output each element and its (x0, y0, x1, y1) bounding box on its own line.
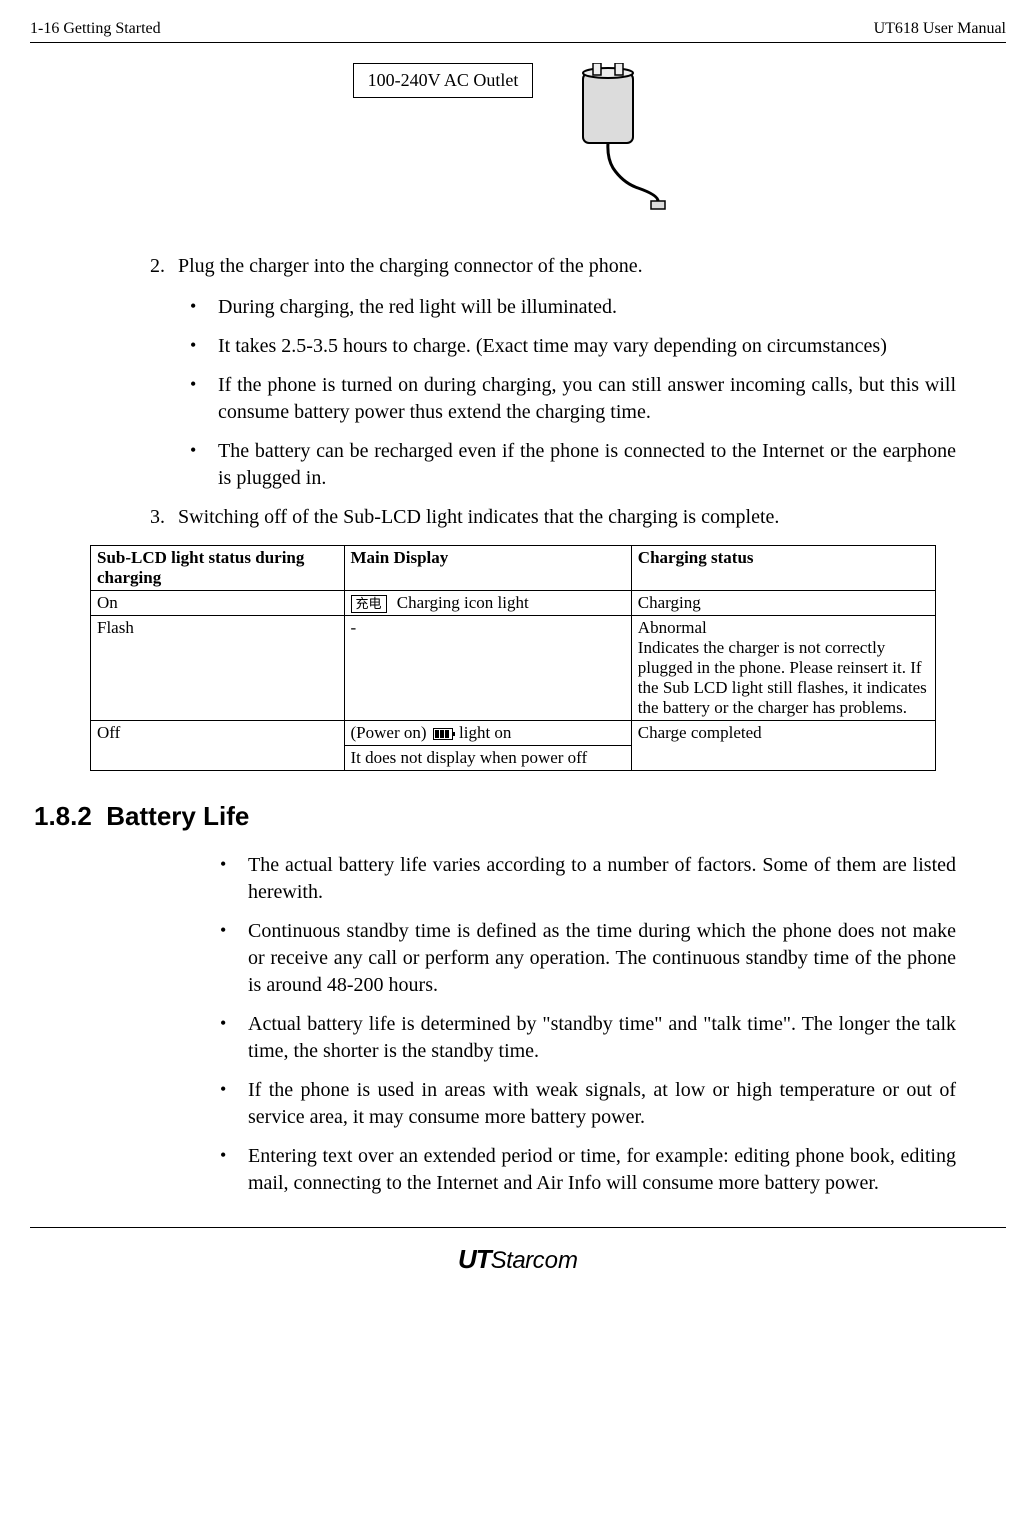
bullet-item: • During charging, the red light will be… (190, 294, 956, 321)
section-title: Battery Life (106, 801, 249, 831)
table-cell: Charge completed (631, 721, 935, 771)
list-item-2: 2. Plug the charger into the charging co… (150, 253, 956, 280)
footer-logo: UTStarcom (30, 1244, 1006, 1275)
bullet-text: Actual battery life is determined by "st… (248, 1011, 956, 1065)
bullet-icon: • (220, 918, 248, 999)
bullet-item: • Continuous standby time is defined as … (220, 918, 956, 999)
table-header: Main Display (344, 546, 631, 591)
bullet-text: Continuous standby time is defined as th… (248, 918, 956, 999)
table-header-row: Sub-LCD light status during charging Mai… (91, 546, 936, 591)
bullet-text: If the phone is turned on during chargin… (218, 372, 956, 426)
list-number: 3. (150, 504, 178, 531)
table-cell: Off (91, 721, 345, 771)
table-cell: (Power on) light on (344, 721, 631, 746)
list-number: 2. (150, 253, 178, 280)
table-cell: - (344, 616, 631, 721)
bullet-icon: • (220, 1011, 248, 1065)
charging-status-table: Sub-LCD light status during charging Mai… (90, 545, 936, 771)
outlet-label: 100-240V AC Outlet (353, 63, 534, 98)
charger-icon (563, 63, 683, 213)
page-header: 1-16 Getting Started UT618 User Manual (30, 20, 1006, 43)
step2-bullets: • During charging, the red light will be… (190, 294, 956, 492)
table-cell: On (91, 591, 345, 616)
list-text: Switching off of the Sub-LCD light indic… (178, 504, 956, 531)
bullet-text: The battery can be recharged even if the… (218, 438, 956, 492)
bullet-item: • It takes 2.5-3.5 hours to charge. (Exa… (190, 333, 956, 360)
header-right: UT618 User Manual (874, 20, 1006, 38)
bullet-icon: • (220, 1143, 248, 1197)
table-cell: Flash (91, 616, 345, 721)
bullet-item: • If the phone is turned on during charg… (190, 372, 956, 426)
battery-life-block: • The actual battery life varies accordi… (220, 852, 956, 1197)
bullet-icon: • (190, 438, 218, 492)
charger-diagram-row: 100-240V AC Outlet (30, 63, 1006, 213)
table-row: Off (Power on) light on Charge completed (91, 721, 936, 746)
bullet-icon: • (190, 294, 218, 321)
section-heading: 1.8.2 Battery Life (34, 801, 1006, 832)
header-left: 1-16 Getting Started (30, 20, 161, 38)
cell-text-post: light on (455, 723, 512, 742)
logo-ut: UT (458, 1244, 491, 1274)
battery-icon (433, 728, 453, 740)
bullet-icon: • (220, 1077, 248, 1131)
table-header: Sub-LCD light status during charging (91, 546, 345, 591)
step-2-block: 2. Plug the charger into the charging co… (150, 253, 956, 531)
list-item-3: 3. Switching off of the Sub-LCD light in… (150, 504, 956, 531)
section-number: 1.8.2 (34, 801, 92, 831)
table-cell: Charging (631, 591, 935, 616)
footer-divider (30, 1227, 1006, 1228)
bullet-text: During charging, the red light will be i… (218, 294, 956, 321)
bullet-item: • If the phone is used in areas with wea… (220, 1077, 956, 1131)
cell-text-pre: (Power on) (351, 723, 431, 742)
table-cell: Abnormal Indicates the charger is not co… (631, 616, 935, 721)
bullet-icon: • (190, 333, 218, 360)
list-text: Plug the charger into the charging conne… (178, 253, 956, 280)
bullet-item: • Entering text over an extended period … (220, 1143, 956, 1197)
bullet-item: • The battery can be recharged even if t… (190, 438, 956, 492)
logo-star: Star (491, 1247, 533, 1274)
logo-com: com (533, 1247, 578, 1274)
bullet-text: The actual battery life varies according… (248, 852, 956, 906)
bullet-item: • The actual battery life varies accordi… (220, 852, 956, 906)
bullet-text: It takes 2.5-3.5 hours to charge. (Exact… (218, 333, 956, 360)
bullet-item: • Actual battery life is determined by "… (220, 1011, 956, 1065)
table-row: On 充电 Charging icon light Charging (91, 591, 936, 616)
table-header: Charging status (631, 546, 935, 591)
bullet-text: Entering text over an extended period or… (248, 1143, 956, 1197)
table-row: Flash - Abnormal Indicates the charger i… (91, 616, 936, 721)
bullet-icon: • (190, 372, 218, 426)
table-cell: It does not display when power off (344, 746, 631, 771)
cell-text: Charging icon light (397, 593, 529, 612)
table-cell: 充电 Charging icon light (344, 591, 631, 616)
bullet-icon: • (220, 852, 248, 906)
charging-cn-icon: 充电 (351, 595, 387, 613)
bullet-text: If the phone is used in areas with weak … (248, 1077, 956, 1131)
